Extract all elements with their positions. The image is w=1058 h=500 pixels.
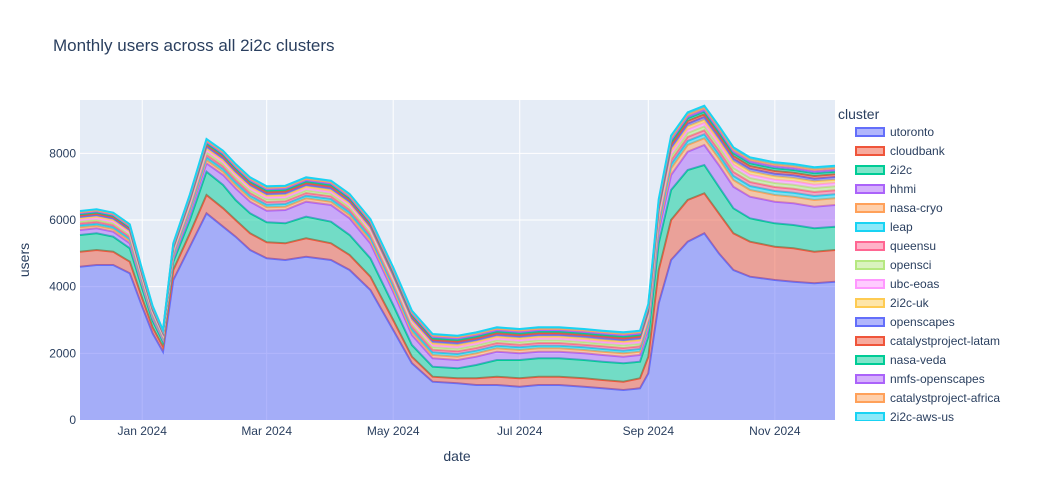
x-tick-label: Jan 2024 [118,424,168,438]
legend-swatch [855,165,885,175]
legend-swatch [855,355,885,365]
legend-item-queensu[interactable]: queensu [855,239,936,253]
legend-item-2i2c-uk[interactable]: 2i2c-uk [855,296,930,310]
y-axis-title: users [16,243,32,277]
legend-item-openscapes[interactable]: openscapes [855,315,955,329]
legend: utoronto cloudbank 2i2c hhmi nasa-cryo leap qu… [855,125,1000,424]
y-tick-label: 2000 [49,346,76,360]
legend-swatch [855,336,885,346]
legend-swatch [855,203,885,213]
stacked-areas [79,104,836,420]
legend-label: 2i2c-aws-us [890,410,954,424]
x-tick-label: May 2024 [367,424,420,438]
y-tick-label: 6000 [49,213,76,227]
legend-swatch [855,412,885,421]
x-axis-title: date [443,448,470,464]
x-tick-label: Jul 2024 [497,424,543,438]
legend-item-cloudbank[interactable]: cloudbank [855,144,946,158]
legend-label: 2i2c [890,163,912,177]
legend-label: nasa-cryo [890,201,943,215]
legend-swatch [855,184,885,194]
legend-item-catalystproject-africa[interactable]: catalystproject-africa [855,391,1000,405]
legend-item-2i2c[interactable]: 2i2c [855,163,912,177]
legend-item-hhmi[interactable]: hhmi [855,182,916,196]
legend-label: cloudbank [890,144,946,158]
legend-swatch [855,260,885,270]
legend-item-utoronto[interactable]: utoronto [855,125,934,139]
legend-swatch [855,374,885,384]
legend-label: openscapes [890,315,955,329]
legend-item-nasa-cryo[interactable]: nasa-cryo [855,201,943,215]
legend-label: ubc-eoas [890,277,939,291]
y-tick-label: 0 [69,413,76,427]
legend-swatch [855,393,885,403]
legend-label: catalystproject-latam [890,334,1000,348]
legend-swatch [855,127,885,137]
y-tick-label: 8000 [49,146,76,160]
legend-label: hhmi [890,182,916,196]
legend-label: leap [890,220,913,234]
legend-swatch [855,222,885,232]
legend-label: nasa-veda [890,353,946,367]
legend-item-nmfs-openscapes[interactable]: nmfs-openscapes [855,372,985,386]
legend-swatch [855,279,885,289]
legend-swatch [855,241,885,251]
legend-item-leap[interactable]: leap [855,220,913,234]
y-axis-ticks: 0 2000 4000 6000 8000 [49,146,76,427]
x-tick-label: Sep 2024 [623,424,675,438]
legend-label: catalystproject-africa [890,391,1000,405]
x-tick-label: Mar 2024 [241,424,292,438]
legend-item-catalystproject-latam[interactable]: catalystproject-latam [855,334,1000,348]
legend-swatch [855,298,885,308]
legend-label: queensu [890,239,936,253]
legend-label: utoronto [890,125,934,139]
x-axis-ticks: Jan 2024 Mar 2024 May 2024 Jul 2024 Sep 2024… [118,424,801,438]
legend-item-nasa-veda[interactable]: nasa-veda [855,353,946,367]
legend-item-opensci[interactable]: opensci [855,258,931,272]
line-2i2c-aws-us [79,104,836,337]
area-utoronto [80,213,835,420]
y-tick-label: 4000 [49,280,76,294]
legend-swatch [855,146,885,156]
legend-item-2i2c-aws-us[interactable]: 2i2c-aws-us [855,410,954,424]
legend-swatch [855,317,885,327]
legend-label: opensci [890,258,931,272]
legend-title: cluster [838,106,880,122]
legend-label: nmfs-openscapes [890,372,985,386]
legend-label: 2i2c-uk [890,296,930,310]
chart-title: Monthly users across all 2i2c clusters [53,36,335,55]
legend-item-ubc-eoas[interactable]: ubc-eoas [855,277,939,291]
x-tick-label: Nov 2024 [749,424,801,438]
